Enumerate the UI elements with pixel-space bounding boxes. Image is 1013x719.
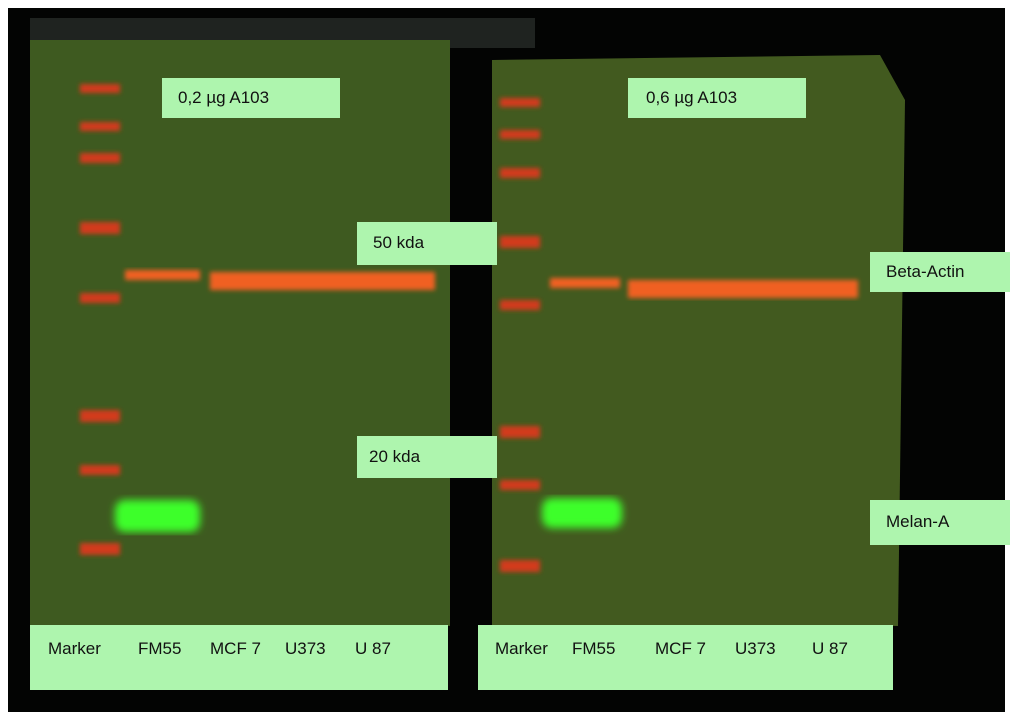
lane-label: U 87 <box>355 639 391 659</box>
lane-label: U373 <box>735 639 776 659</box>
lane-labels: Marker FM55 MCF 7 U373 U 87 <box>30 625 448 690</box>
size-marker: 20 kda <box>357 436 497 478</box>
lane-label: MCF 7 <box>655 639 706 659</box>
page: 0,2 µg A103 0,6 µg A103 50 kda 20 kda Be… <box>0 0 1013 719</box>
blot-image <box>0 0 1013 719</box>
label-text: 0,6 µg A103 <box>646 88 737 108</box>
band-label: Beta-Actin <box>870 252 1010 292</box>
label-text: 50 kda <box>373 233 424 253</box>
lane-label: U 87 <box>812 639 848 659</box>
lane-label: FM55 <box>572 639 615 659</box>
band-label: Melan-A <box>870 500 1010 545</box>
size-marker: 50 kda <box>357 222 497 265</box>
lane-label: Marker <box>48 639 101 659</box>
label-text: 20 kda <box>369 447 420 467</box>
panel-title: 0,2 µg A103 <box>162 78 340 118</box>
label-text: 0,2 µg A103 <box>178 88 269 108</box>
lane-label: Marker <box>495 639 548 659</box>
lane-labels: Marker FM55 MCF 7 U373 U 87 <box>478 625 893 690</box>
right-membrane <box>492 55 905 626</box>
label-text: Melan-A <box>886 512 949 532</box>
lane-label: U373 <box>285 639 326 659</box>
panel-title: 0,6 µg A103 <box>628 78 806 118</box>
lane-label: FM55 <box>138 639 181 659</box>
label-text: Beta-Actin <box>886 262 964 282</box>
lane-label: MCF 7 <box>210 639 261 659</box>
